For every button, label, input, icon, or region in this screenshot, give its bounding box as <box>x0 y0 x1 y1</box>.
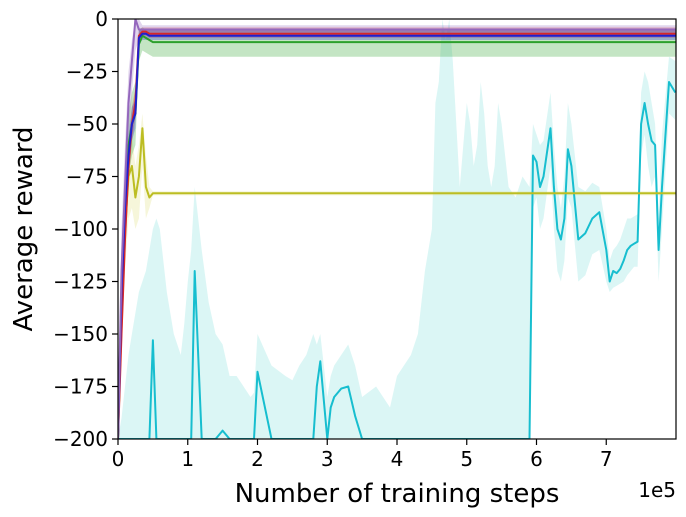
x-tick-label: 4 <box>391 447 404 471</box>
y-tick-label: −125 <box>53 270 108 294</box>
y-tick-label: −150 <box>53 322 108 346</box>
series-2-line <box>118 34 676 439</box>
x-tick-label: 2 <box>251 447 264 471</box>
x-tick-label: 1 <box>181 447 194 471</box>
y-tick-label: −75 <box>66 165 108 189</box>
x-tick-label: 0 <box>112 447 125 471</box>
x-tick-label: 7 <box>600 447 613 471</box>
x-tick-label: 5 <box>460 447 473 471</box>
y-axis: 0 −25 −50 −75 −100 −125 −150 −175 −200 <box>53 7 118 451</box>
series-0-line <box>118 81 676 439</box>
y-tick-label: −25 <box>66 60 108 84</box>
y-tick-label: −175 <box>53 375 108 399</box>
x-tick-label: 3 <box>321 447 334 471</box>
y-tick-label: −100 <box>53 217 108 241</box>
x-axis-title: Number of training steps <box>235 479 560 509</box>
y-axis-title: Average reward <box>9 126 39 331</box>
series-1-band <box>118 113 676 439</box>
series-4-line <box>118 32 676 439</box>
series-lines <box>118 19 676 439</box>
series-5-line <box>118 19 676 439</box>
x-axis: 0 1 2 3 4 5 6 7 <box>112 439 613 471</box>
confidence-bands <box>118 19 676 439</box>
x-offset-label: 1e5 <box>638 478 676 502</box>
y-tick-label: −200 <box>53 427 108 451</box>
series-0-band <box>118 19 676 439</box>
y-tick-label: −50 <box>66 112 108 136</box>
x-tick-label: 6 <box>530 447 543 471</box>
y-tick-label: 0 <box>95 7 108 31</box>
